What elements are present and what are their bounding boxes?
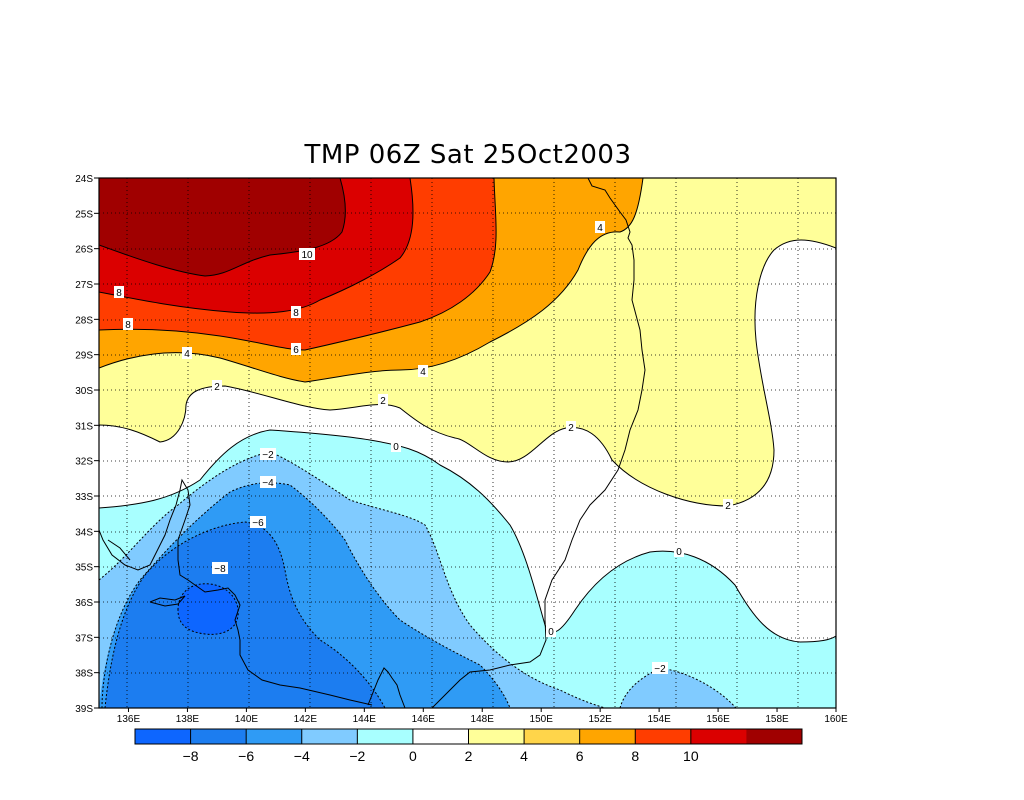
colorbar-label: 6 — [576, 748, 584, 764]
coastline-gulf — [107, 539, 131, 561]
map-title: TMP 06Z Sat 25Oct2003 — [304, 140, 632, 170]
plot-frame — [98, 177, 837, 709]
contour-label: 8 — [116, 288, 122, 299]
lon-label: 150E — [530, 714, 554, 725]
contour-4 — [99, 178, 644, 383]
lon-label: 140E — [235, 714, 259, 725]
lon-label: 138E — [176, 714, 200, 725]
colorbar-swatch — [301, 729, 358, 744]
lat-label: 35S — [75, 563, 93, 574]
lon-label: 142E — [294, 714, 318, 725]
colorbar: −8 −6 −4 −2 0 2 4 6 8 10 — [134, 728, 803, 764]
lon-label: 136E — [117, 714, 141, 725]
lat-label: 28S — [75, 315, 93, 326]
colorbar-label: 4 — [520, 748, 528, 764]
colorbar-label: 8 — [631, 748, 639, 764]
coastline-east — [431, 178, 646, 708]
contour-neg6 — [104, 521, 386, 708]
contour-label: 2 — [568, 423, 574, 434]
contour-label: 0 — [393, 442, 399, 453]
lon-label: 160E — [824, 714, 848, 725]
lon-label: 158E — [765, 714, 789, 725]
contour-6 — [99, 178, 497, 351]
lat-label: 34S — [75, 527, 93, 538]
contour-neg2-east — [619, 667, 737, 708]
band-above-10 — [99, 178, 346, 276]
contour-2 — [99, 239, 836, 507]
colorbar-swatch — [190, 729, 247, 744]
band-below-neg8 — [178, 583, 239, 635]
colorbar-swatch — [746, 729, 803, 744]
contour-label: −2 — [262, 450, 274, 461]
contour-label: 8 — [293, 308, 299, 319]
contour-label: −8 — [214, 564, 226, 575]
contour-neg4 — [101, 482, 511, 708]
colorbar-label: −2 — [349, 748, 365, 764]
colorbar-swatch — [579, 729, 636, 744]
lat-label: 30S — [75, 386, 93, 397]
colorbar-swatch — [635, 729, 692, 744]
contour-label: 0 — [548, 627, 554, 638]
colorbar-label: 2 — [465, 748, 473, 764]
lon-label: 152E — [588, 714, 612, 725]
latitude-labels: 24S 25S 26S 27S 28S 29S 30S 31S 32S 33S 34S 35S 36S 3… — [75, 174, 99, 715]
contour-neg2 — [99, 451, 606, 708]
lon-label: 144E — [353, 714, 377, 725]
contour-label: 4 — [184, 349, 190, 360]
lat-label: 39S — [75, 704, 93, 715]
band-neg8-to-neg6 — [105, 522, 385, 708]
colorbar-swatch — [412, 729, 469, 744]
colorbar-swatch — [357, 729, 414, 744]
contour-label: 10 — [301, 250, 313, 261]
contour-label: 2 — [214, 382, 220, 393]
contour-10 — [99, 178, 346, 277]
contour-label: 2 — [380, 396, 386, 407]
contour-label: 6 — [293, 345, 299, 356]
colorbar-swatch — [135, 729, 192, 744]
lat-label: 24S — [75, 174, 93, 185]
colorbar-label: 10 — [683, 748, 699, 764]
lat-label: 38S — [75, 669, 93, 680]
lat-label: 32S — [75, 457, 93, 468]
lat-label: 26S — [75, 245, 93, 256]
lat-label: 36S — [75, 598, 93, 609]
lat-label: 29S — [75, 351, 93, 362]
contour-0 — [99, 429, 836, 643]
contour-labels: 10 8 8 8 6 4 4 4 2 2 2 2 0 0 0 −2 −2 −4 −6 −8 — [114, 221, 733, 675]
lat-label: 31S — [75, 421, 93, 432]
colorbar-label: −4 — [294, 748, 310, 764]
lat-label: 37S — [75, 633, 93, 644]
colorbar-label: 0 — [409, 748, 417, 764]
grid-lines — [99, 178, 836, 708]
lat-label: 27S — [75, 280, 93, 291]
contour-8 — [99, 178, 414, 314]
contour-label: 8 — [125, 320, 131, 331]
colorbar-label: −6 — [238, 748, 254, 764]
lon-label: 154E — [647, 714, 671, 725]
lon-label: 156E — [706, 714, 730, 725]
contour-lines — [99, 178, 836, 643]
lat-label: 25S — [75, 209, 93, 220]
longitude-labels: 136E 138E 140E 142E 144E 146E 148E 150E 152E 154E… — [117, 708, 848, 725]
island — [149, 595, 186, 607]
lon-label: 146E — [412, 714, 436, 725]
coastline — [99, 178, 646, 708]
lat-label: 33S — [75, 492, 93, 503]
colorbar-swatch — [246, 729, 303, 744]
contour-label: −4 — [262, 478, 274, 489]
lon-label: 148E — [471, 714, 495, 725]
coastline-south — [99, 478, 406, 708]
colorbar-label: −8 — [183, 748, 199, 764]
contour-label: 0 — [676, 547, 682, 558]
contour-label: 4 — [420, 367, 426, 378]
colorbar-swatch — [690, 729, 747, 744]
colorbar-swatch — [524, 729, 581, 744]
contour-label: 2 — [725, 501, 731, 512]
contour-label: −2 — [654, 664, 666, 675]
contour-label: 4 — [597, 223, 603, 234]
filled-contours — [99, 178, 836, 708]
colorbar-swatch — [468, 729, 525, 744]
contour-label: −6 — [252, 518, 264, 529]
